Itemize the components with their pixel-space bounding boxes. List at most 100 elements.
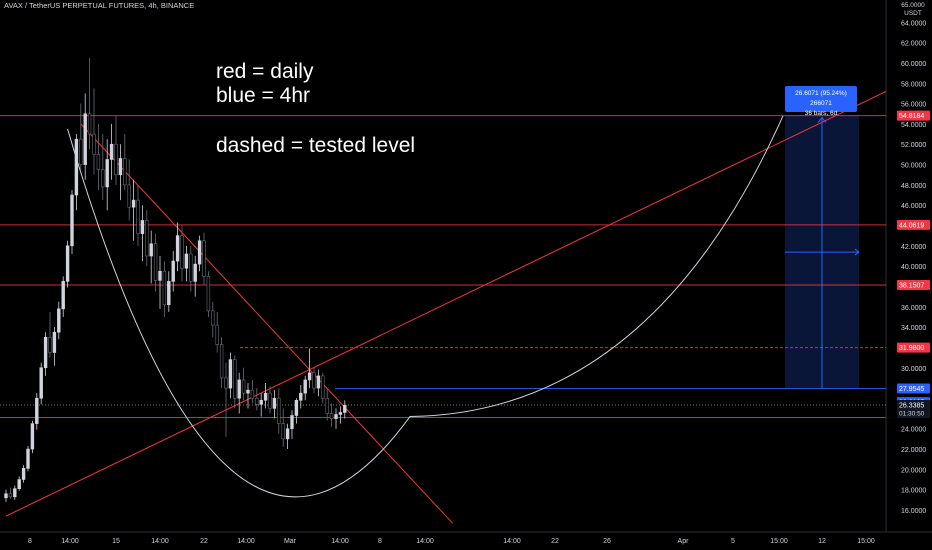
- price-tick-label: 42.0000: [901, 244, 926, 251]
- candle-body: [145, 220, 148, 256]
- candle-body: [110, 144, 113, 159]
- candle-body: [273, 398, 276, 408]
- candle-body: [233, 360, 236, 399]
- candle-body: [18, 480, 21, 489]
- candle-body: [304, 380, 307, 393]
- price-tick-label: 48.0000: [901, 183, 926, 190]
- candle-body: [176, 236, 179, 261]
- price-label: 38.1507: [899, 282, 924, 289]
- price-label: 27.9545: [899, 386, 924, 393]
- annotation-4hr[interactable]: blue = 4hr: [216, 84, 310, 108]
- candle-body: [255, 398, 258, 404]
- candle-body: [163, 271, 166, 305]
- candle-body: [343, 405, 346, 412]
- candle-body: [115, 144, 118, 174]
- candle-body: [93, 134, 96, 154]
- candle-body: [308, 373, 311, 380]
- time-tick-label: Apr: [678, 538, 690, 545]
- candle-body: [207, 276, 210, 311]
- price-tick-label: 30.0000: [901, 366, 926, 373]
- candle-body: [238, 380, 241, 398]
- candle-body: [101, 170, 104, 187]
- candle-body: [13, 489, 16, 497]
- currency-label: USDT: [898, 10, 928, 18]
- candle-body: [44, 337, 47, 367]
- candle-body: [198, 241, 201, 264]
- price-tick-label: 36.0000: [901, 305, 926, 312]
- candle-body: [269, 393, 272, 408]
- candle-body: [211, 311, 214, 325]
- bar-countdown: 01:30:50: [899, 410, 925, 417]
- time-tick-label: 14:00: [151, 538, 169, 545]
- scale-max-label: 65.0000: [898, 2, 928, 10]
- candle-body: [282, 424, 285, 439]
- candle-body: [321, 376, 324, 398]
- price-tick-label: 52.0000: [901, 142, 926, 149]
- candle-body: [326, 398, 329, 413]
- candle-body: [22, 468, 25, 479]
- candle-body: [286, 429, 289, 439]
- time-tick-label: 14:00: [237, 538, 255, 545]
- time-tick-label: 26: [603, 538, 611, 545]
- price-tick-label: 34.0000: [901, 325, 926, 332]
- price-tick-label: 40.0000: [901, 264, 926, 271]
- candle-body: [154, 244, 157, 281]
- candle-body: [295, 400, 298, 415]
- measure-tooltip-line1: 26.6071 (95.24%) 266071: [785, 89, 857, 109]
- candle-body: [299, 393, 302, 400]
- candle-body: [75, 139, 78, 195]
- time-tick-label: 14:00: [503, 538, 521, 545]
- candle-body: [339, 412, 342, 414]
- candle-body: [181, 236, 184, 269]
- price-tick-label: 18.0000: [901, 488, 926, 495]
- candle-body: [5, 494, 8, 498]
- annotation-daily[interactable]: red = daily: [216, 60, 313, 84]
- price-label: 26.3385: [899, 402, 924, 409]
- measure-tooltip: 26.6071 (95.24%) 266071 36 bars, 6d: [785, 86, 857, 112]
- price-tick-label: 46.0000: [901, 203, 926, 210]
- candle-body: [128, 185, 131, 207]
- trend-line-0: [6, 91, 886, 516]
- price-tick-label: 22.0000: [901, 447, 926, 454]
- candle-body: [62, 281, 65, 308]
- symbol-title: AVAX / TetherUS PERPETUAL FUTURES, 4h, B…: [4, 1, 194, 10]
- candle-body: [27, 449, 30, 468]
- candle-body: [247, 390, 250, 393]
- price-tick-label: 64.0000: [901, 20, 926, 27]
- candle-body: [159, 271, 162, 280]
- price-tick-label: 58.0000: [901, 81, 926, 88]
- candle-body: [225, 378, 228, 388]
- candle-body: [335, 414, 338, 418]
- annotation-tested[interactable]: dashed = tested level: [216, 134, 415, 158]
- candle-body: [260, 400, 263, 404]
- price-tick-label: 50.0000: [901, 163, 926, 170]
- candle-body: [106, 159, 109, 186]
- time-tick-label: 5: [731, 538, 735, 545]
- time-tick-label: 14:00: [416, 538, 434, 545]
- candle-body: [264, 393, 267, 400]
- candle-body: [84, 114, 87, 165]
- price-label: 31.9800: [899, 345, 924, 352]
- candle-body: [66, 246, 69, 282]
- parabolic-curve: [68, 116, 783, 497]
- price-tick-label: 54.0000: [901, 122, 926, 129]
- candle-body: [277, 398, 280, 423]
- price-tick-label: 60.0000: [901, 61, 926, 68]
- candle-body: [291, 416, 294, 429]
- candle-body: [35, 398, 38, 423]
- candle-body: [123, 158, 126, 184]
- candle-body: [189, 254, 192, 281]
- candle-body: [330, 413, 333, 418]
- time-tick-label: 22: [200, 538, 208, 545]
- candle-body: [132, 200, 135, 207]
- candle-body: [185, 254, 188, 268]
- price-label: 44.0619: [899, 222, 924, 229]
- price-tick-label: 16.0000: [901, 508, 926, 515]
- time-tick-label: 8: [378, 538, 382, 545]
- candle-body: [242, 380, 245, 393]
- price-tick-label: 62.0000: [901, 41, 926, 48]
- candle-body: [49, 337, 52, 352]
- candle-body: [251, 390, 254, 398]
- time-tick-label: Mar: [284, 538, 297, 545]
